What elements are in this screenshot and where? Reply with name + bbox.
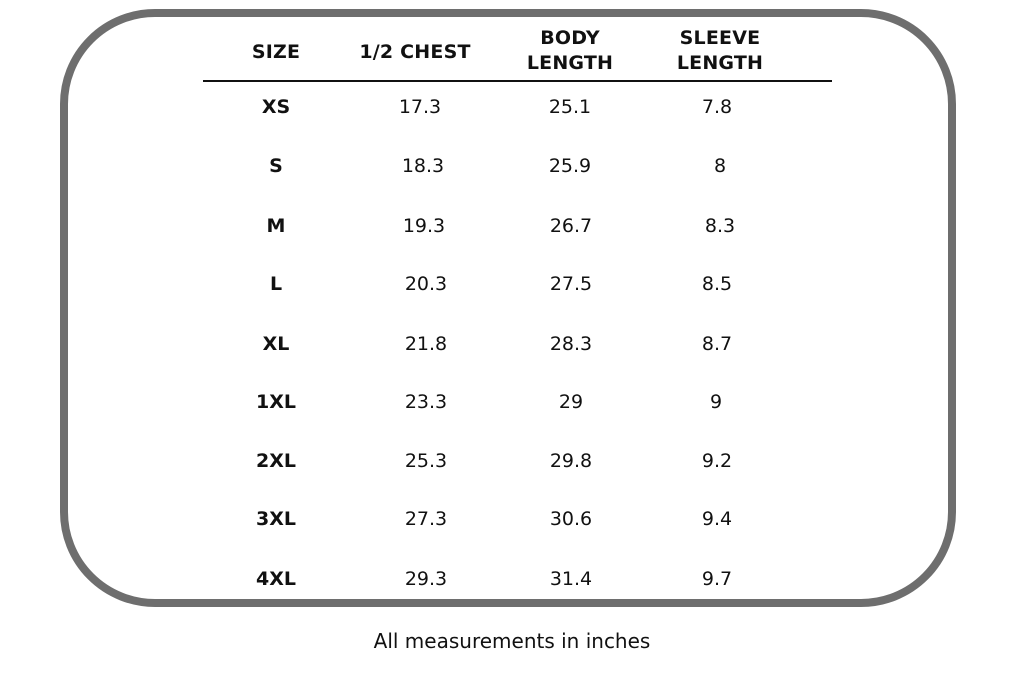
sleeve-length-cell: 8.3 bbox=[704, 215, 736, 237]
header-sleeve-length-line2: LENGTH bbox=[676, 52, 764, 74]
size-cell: 1XL bbox=[256, 391, 296, 413]
body-length-cell: 31.4 bbox=[549, 568, 593, 590]
body-length-cell: 30.6 bbox=[549, 508, 593, 530]
header-size: SIZE bbox=[251, 41, 301, 63]
sleeve-length-cell: 9 bbox=[709, 391, 723, 413]
table-row: 4XL 29.3 31.4 9.7 bbox=[0, 559, 1024, 599]
sleeve-length-cell: 8.5 bbox=[701, 273, 733, 295]
body-length-cell: 29 bbox=[558, 391, 584, 413]
table-row: 3XL 27.3 30.6 9.4 bbox=[0, 499, 1024, 539]
table-row: XS 17.3 25.1 7.8 bbox=[0, 87, 1024, 127]
sleeve-length-cell: 9.2 bbox=[701, 450, 733, 472]
measurement-units-caption: All measurements in inches bbox=[373, 629, 651, 653]
header-sleeve-length: SLEEVE LENGTH bbox=[660, 26, 780, 76]
header-body-length: BODY LENGTH bbox=[510, 26, 630, 76]
size-cell: S bbox=[269, 155, 283, 177]
chest-cell: 17.3 bbox=[398, 96, 442, 118]
table-row: XL 21.8 28.3 8.7 bbox=[0, 324, 1024, 364]
size-cell: XL bbox=[262, 333, 290, 355]
size-cell: 2XL bbox=[256, 450, 296, 472]
sleeve-length-cell: 9.7 bbox=[701, 568, 733, 590]
body-length-cell: 27.5 bbox=[549, 273, 593, 295]
sleeve-length-cell: 7.8 bbox=[701, 96, 733, 118]
chest-cell: 25.3 bbox=[404, 450, 448, 472]
size-cell: XS bbox=[261, 96, 291, 118]
table-row: 2XL 25.3 29.8 9.2 bbox=[0, 441, 1024, 481]
body-length-cell: 29.8 bbox=[549, 450, 593, 472]
size-chart-frame bbox=[60, 9, 956, 607]
table-row: L 20.3 27.5 8.5 bbox=[0, 264, 1024, 304]
chest-cell: 20.3 bbox=[404, 273, 448, 295]
chest-cell: 21.8 bbox=[404, 333, 448, 355]
body-length-cell: 25.1 bbox=[548, 96, 592, 118]
chest-cell: 23.3 bbox=[404, 391, 448, 413]
table-row: S 18.3 25.9 8 bbox=[0, 146, 1024, 186]
chest-cell: 29.3 bbox=[404, 568, 448, 590]
size-cell: 4XL bbox=[256, 568, 296, 590]
body-length-cell: 25.9 bbox=[548, 155, 592, 177]
size-cell: 3XL bbox=[256, 508, 296, 530]
sleeve-length-cell: 9.4 bbox=[701, 508, 733, 530]
size-cell: L bbox=[269, 273, 283, 295]
header-body-length-line2: LENGTH bbox=[526, 52, 614, 74]
chest-cell: 18.3 bbox=[401, 155, 445, 177]
table-row: M 19.3 26.7 8.3 bbox=[0, 206, 1024, 246]
sleeve-length-cell: 8.7 bbox=[701, 333, 733, 355]
header-half-chest: 1/2 CHEST bbox=[359, 41, 471, 63]
sleeve-length-cell: 8 bbox=[713, 155, 727, 177]
chest-cell: 27.3 bbox=[404, 508, 448, 530]
header-divider bbox=[203, 80, 832, 82]
size-cell: M bbox=[266, 215, 286, 237]
body-length-cell: 26.7 bbox=[549, 215, 593, 237]
body-length-cell: 28.3 bbox=[549, 333, 593, 355]
chest-cell: 19.3 bbox=[402, 215, 446, 237]
header-sleeve-length-line1: SLEEVE bbox=[679, 27, 761, 49]
table-row: 1XL 23.3 29 9 bbox=[0, 382, 1024, 422]
size-chart-table: SIZE 1/2 CHEST BODY LENGTH SLEEVE LENGTH… bbox=[0, 26, 1024, 599]
header-body-length-line1: BODY bbox=[540, 27, 600, 49]
